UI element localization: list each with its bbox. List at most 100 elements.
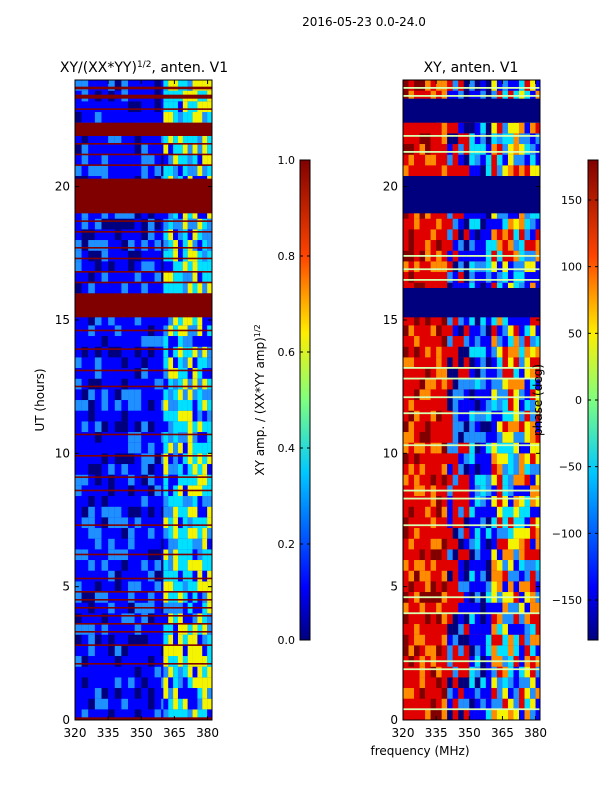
right-heat-cell: [430, 80, 437, 91]
left-heat-cell: [75, 250, 82, 262]
left-heat-cell: [128, 453, 135, 465]
right-heat-cell: [403, 496, 409, 507]
right-heat-cell: [447, 453, 453, 465]
left-heat-cell: [108, 101, 115, 113]
left-heat-cell: [173, 250, 179, 262]
left-heat-cell: [187, 645, 193, 657]
left-saturated-line: [75, 329, 212, 332]
right-heat-cell: [458, 165, 464, 177]
right-heat-cell: [491, 336, 497, 347]
left-heat-cell: [114, 314, 122, 326]
right-heat-cell: [458, 560, 464, 571]
left-heat-cell: [141, 528, 148, 539]
right-heat-cell: [452, 357, 459, 369]
left-heat-cell: [114, 592, 122, 603]
right-heat-cell: [535, 666, 540, 678]
right-heat-cell: [524, 272, 531, 283]
left-heat-cell: [177, 688, 183, 699]
right-heat-cell: [530, 496, 536, 507]
left-heat-cell: [101, 229, 109, 241]
left-saturated-line: [75, 153, 212, 156]
right-heat-cell: [408, 645, 415, 657]
right-heat-cell: [530, 528, 536, 539]
right-heat-cell: [535, 634, 540, 646]
right-heat-cell: [480, 336, 486, 347]
left-heat-cell: [192, 368, 198, 379]
left-heat-cell: [108, 709, 115, 720]
left-heat-cell: [114, 506, 122, 518]
left-heat-cell: [163, 208, 169, 219]
left-heat-cell: [163, 688, 169, 699]
right-heat-cell: [430, 378, 437, 390]
left-heat-cell: [147, 133, 155, 145]
left-heat-cell: [212, 613, 217, 624]
right-heat-cell: [447, 677, 453, 689]
left-heat-cell: [177, 229, 183, 241]
right-heat-cell: [530, 698, 536, 710]
left-heat-cell: [128, 250, 135, 262]
left-heat-cell: [187, 698, 193, 710]
right-heat-cell: [480, 314, 486, 326]
left-heat-cell: [202, 208, 208, 219]
left-heat-cell: [177, 538, 183, 550]
left-heat-cell: [88, 282, 95, 294]
right-heat-cell: [507, 624, 514, 635]
right-heat-cell: [414, 645, 420, 657]
right-heat-cell: [480, 538, 486, 550]
left-heat-cell: [101, 368, 109, 379]
left-heat-cell: [128, 261, 135, 273]
left-heat-cell: [94, 346, 102, 358]
left-heat-cell: [177, 517, 183, 529]
left-heat-cell: [212, 187, 217, 198]
right-heat-cell: [447, 218, 453, 230]
left-heat-cell: [147, 389, 155, 401]
right-heat-cell: [502, 464, 509, 475]
right-heat-cell: [491, 645, 497, 657]
left-heat-cell: [168, 474, 174, 486]
left-heat-cell: [182, 389, 188, 401]
right-heat-cell: [485, 613, 492, 625]
left-panel: XY/(XX*YY)1/2, anten. V1 320 335 350 365 380…: [33, 60, 228, 740]
right-heat-cell: [403, 688, 409, 699]
left-heat-cell: [154, 645, 162, 657]
left-heat-cell: [114, 282, 122, 294]
left-heat-cell: [177, 570, 183, 582]
right-heat-cell: [408, 346, 415, 358]
left-heat-cell: [75, 517, 82, 529]
left-heat-cell: [141, 112, 148, 123]
right-heat-cell: [519, 538, 525, 550]
left-heat-cell: [177, 80, 183, 91]
right-heat-cell: [441, 165, 448, 177]
left-heat-cell: [128, 133, 135, 145]
left-heat-cell: [192, 560, 198, 571]
right-heat-cell: [414, 314, 420, 326]
right-heat-cell: [425, 677, 431, 689]
left-heat-cell: [94, 282, 102, 294]
left-heat-cell: [101, 240, 109, 251]
left-heat-cell: [182, 250, 188, 262]
left-heat-cell: [134, 282, 142, 294]
left-heat-cell: [192, 581, 198, 593]
left-heat-cell: [197, 133, 203, 145]
right-heat-cell: [436, 602, 442, 614]
left-heat-cell: [94, 133, 102, 145]
left-heat-cell: [163, 336, 169, 347]
right-heat-cell: [408, 528, 415, 539]
left-heat-cell: [114, 261, 122, 273]
left-heat-cell: [114, 400, 122, 411]
left-heat-cell: [163, 645, 169, 657]
right-heat-cell: [513, 208, 520, 219]
left-heat-cell: [147, 528, 155, 539]
right-heat-cell: [507, 453, 514, 465]
left-heat-cell: [101, 432, 109, 443]
right-heat-cell: [436, 400, 442, 411]
right-heat-cell: [441, 122, 448, 134]
right-heat-cell: [425, 624, 431, 635]
right-heat-cell: [485, 517, 492, 529]
right-heat-cell: [513, 240, 520, 251]
left-heat-cell: [207, 336, 212, 347]
left-heat-cell: [207, 400, 212, 411]
left-saturated-line: [75, 524, 212, 526]
right-heat-cell: [441, 325, 448, 337]
left-heat-cell: [212, 123, 217, 134]
